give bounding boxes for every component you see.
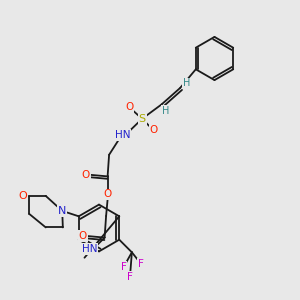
Text: F: F	[138, 259, 144, 269]
Text: S: S	[139, 114, 146, 124]
Text: F: F	[121, 262, 126, 272]
Text: O: O	[19, 191, 28, 201]
Text: O: O	[149, 125, 158, 135]
Text: N: N	[58, 206, 66, 216]
Text: H: H	[161, 106, 169, 116]
Text: HN: HN	[82, 244, 97, 254]
Text: F: F	[128, 272, 133, 282]
Text: O: O	[125, 102, 134, 112]
Text: O: O	[103, 189, 112, 200]
Text: HN: HN	[115, 130, 130, 140]
Text: O: O	[82, 170, 90, 180]
Text: H: H	[183, 78, 190, 88]
Text: O: O	[79, 231, 87, 241]
